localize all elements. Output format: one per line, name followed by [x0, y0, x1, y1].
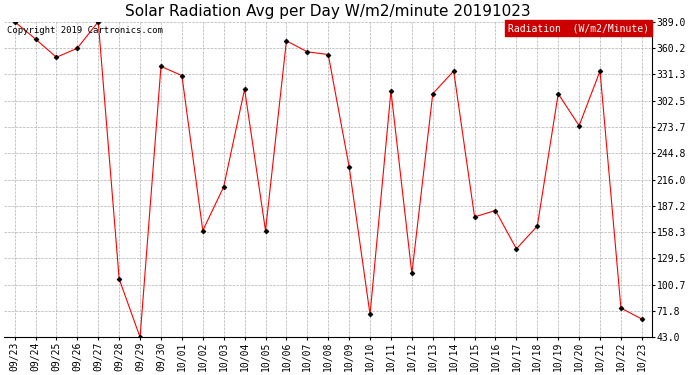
Text: Radiation  (W/m2/Minute): Radiation (W/m2/Minute) — [508, 23, 649, 33]
Text: Copyright 2019 Cartronics.com: Copyright 2019 Cartronics.com — [8, 27, 164, 36]
Title: Solar Radiation Avg per Day W/m2/minute 20191023: Solar Radiation Avg per Day W/m2/minute … — [126, 4, 531, 19]
